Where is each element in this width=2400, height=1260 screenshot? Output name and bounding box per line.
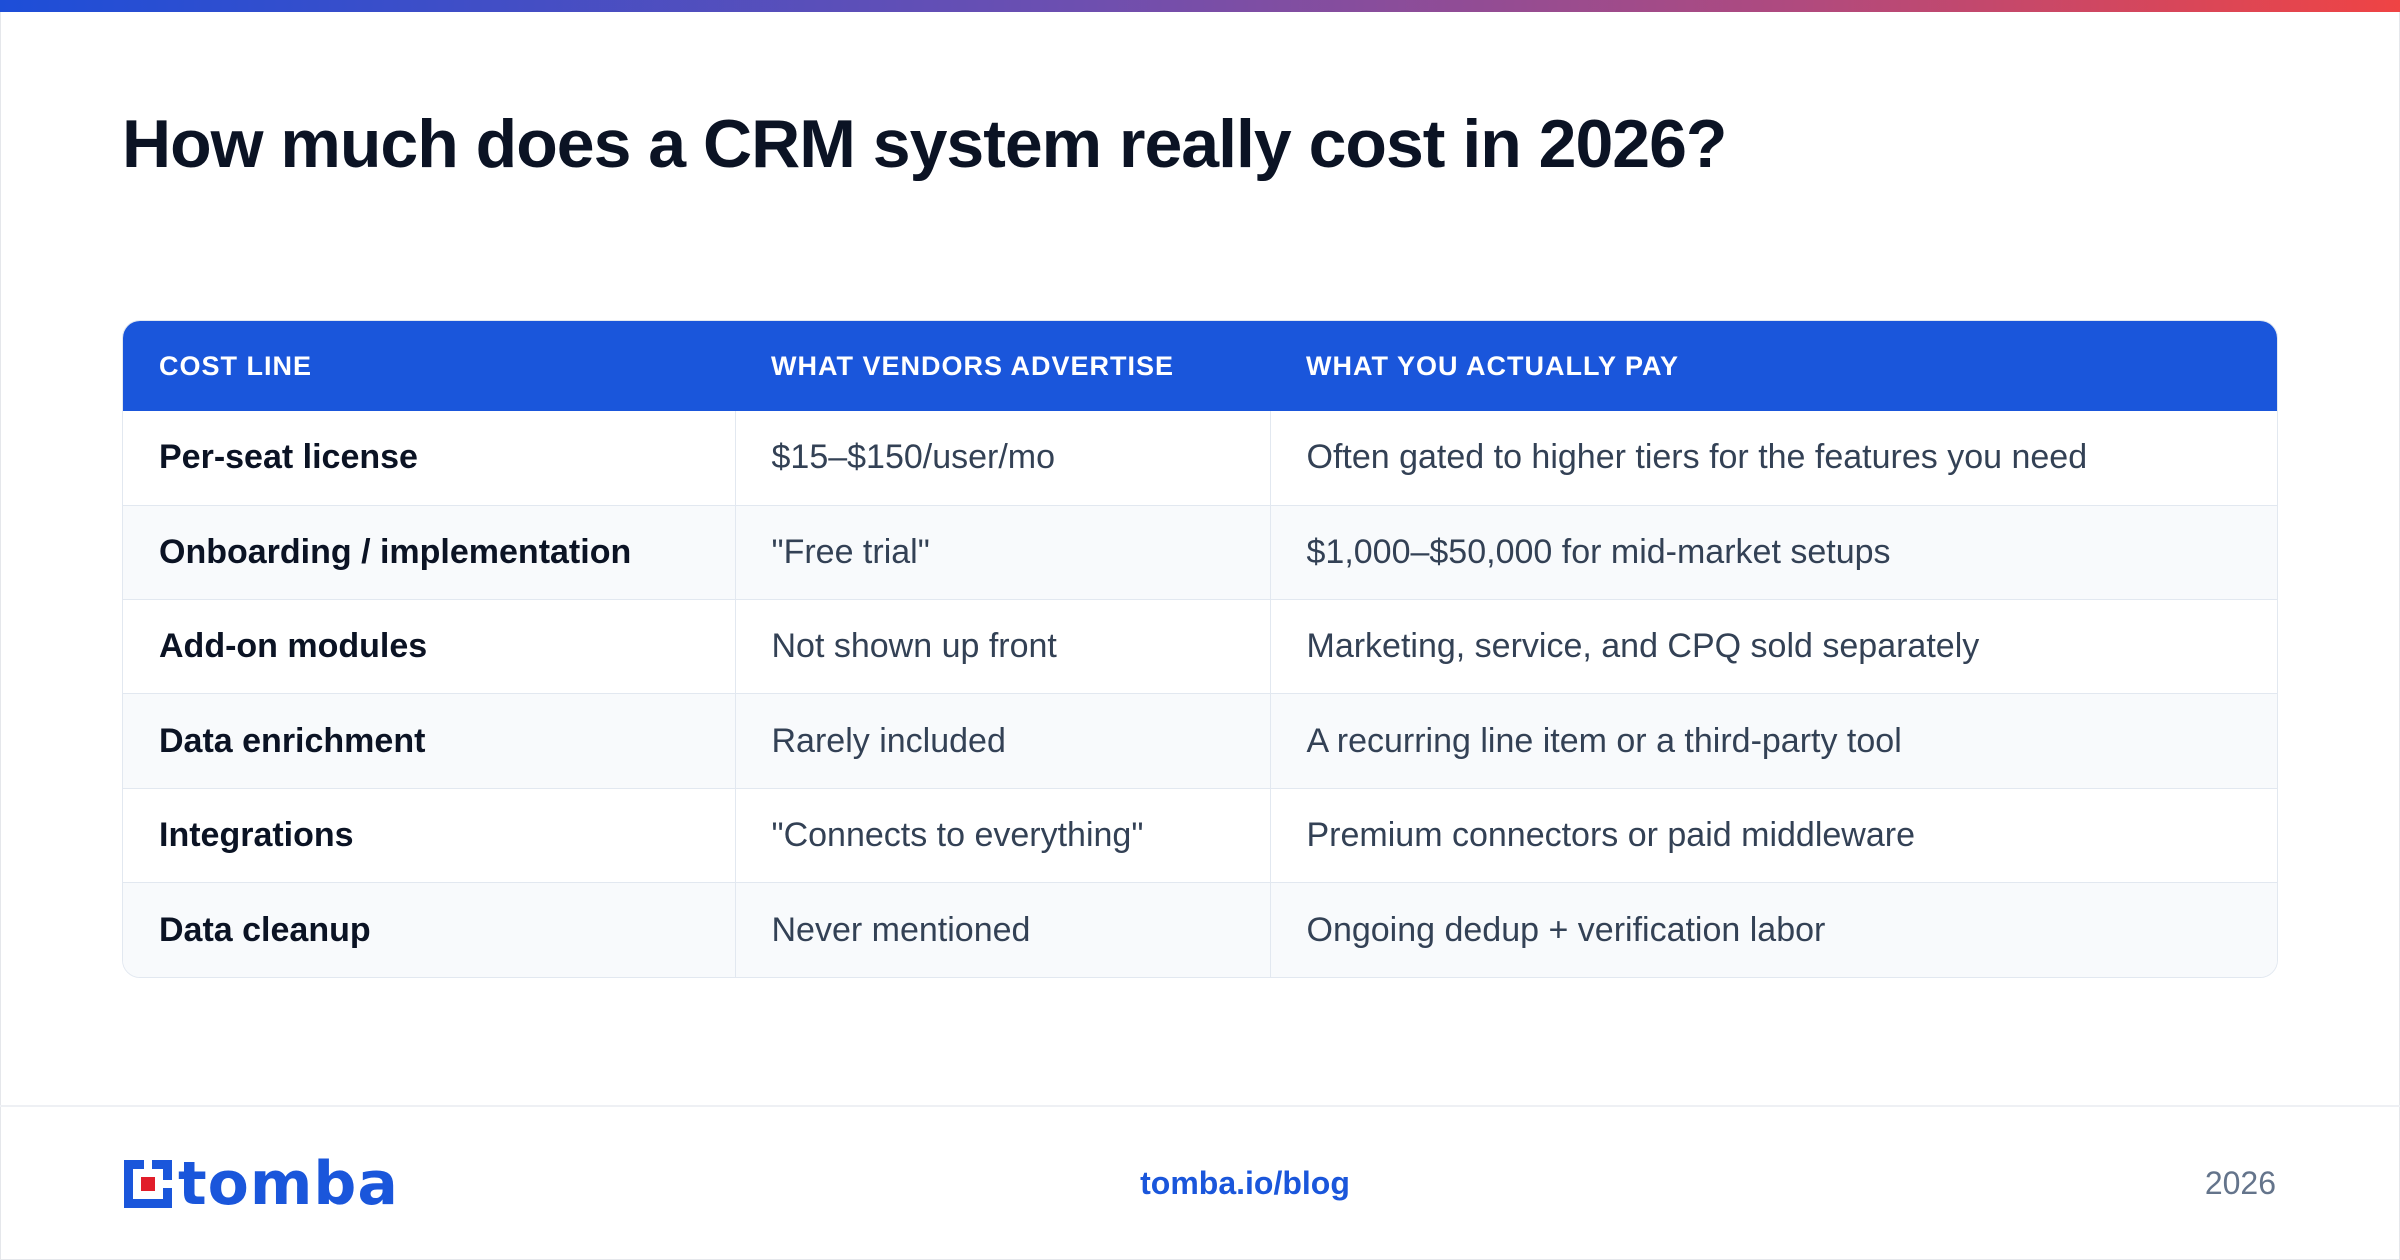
table-header-row: COST LINE WHAT VENDORS ADVERTISE WHAT YO… — [123, 321, 2277, 411]
header-vendors-advertise: WHAT VENDORS ADVERTISE — [771, 350, 1175, 381]
gradient-top-bar — [0, 0, 2400, 12]
actual-cost-cell: Marketing, service, and CPQ sold separat… — [1269, 599, 2277, 694]
actual-cost-cell: Ongoing dedup + verification labor — [1269, 882, 2277, 977]
advertised-cell: "Free trial" — [734, 504, 1270, 600]
actual-cost-cell: Often gated to higher tiers for the feat… — [1269, 411, 2277, 506]
table-row: Onboarding / implementation "Free trial"… — [123, 504, 2277, 600]
cost-comparison-table: COST LINE WHAT VENDORS ADVERTISE WHAT YO… — [122, 320, 2278, 978]
advertised-cell: Rarely included — [734, 693, 1270, 789]
advertised-cell: Not shown up front — [734, 599, 1270, 694]
actual-cost-cell: A recurring line item or a third-party t… — [1269, 693, 2277, 789]
cost-line-cell: Add-on modules — [123, 599, 735, 694]
header-cost-line: COST LINE — [159, 350, 313, 381]
footer-divider — [0, 1105, 2400, 1107]
cost-line-cell: Onboarding / implementation — [123, 504, 735, 600]
advertised-cell: Never mentioned — [734, 882, 1270, 977]
cost-line-cell: Data cleanup — [123, 882, 735, 977]
table-row: Integrations "Connects to everything" Pr… — [123, 787, 2277, 883]
advertised-cell: $15–$150/user/mo — [734, 411, 1270, 506]
table-row: Data cleanup Never mentioned Ongoing ded… — [123, 882, 2277, 977]
table-row: Data enrichment Rarely included A recurr… — [123, 693, 2277, 789]
blog-link[interactable]: tomba.io/blog — [1140, 1165, 1350, 1201]
page-title: How much does a CRM system really cost i… — [122, 106, 1727, 182]
tomba-logo-icon — [124, 1160, 172, 1208]
actual-cost-cell: Premium connectors or paid middleware — [1269, 787, 2277, 883]
advertised-cell: "Connects to everything" — [734, 787, 1270, 883]
brand-logo[interactable]: tomba — [122, 1149, 399, 1219]
footer-year: 2026 — [2204, 1165, 2276, 1201]
table-row: Add-on modules Not shown up front Market… — [123, 599, 2277, 694]
header-actually-pay: WHAT YOU ACTUALLY PAY — [1306, 350, 1680, 381]
table-row: Per-seat license $15–$150/user/mo Often … — [123, 411, 2277, 506]
cost-line-cell: Per-seat license — [159, 438, 418, 477]
cost-line-cell: Data enrichment — [123, 693, 735, 789]
cost-line-cell: Integrations — [123, 787, 735, 883]
actual-cost-cell: $1,000–$50,000 for mid-market setups — [1269, 504, 2277, 600]
brand-name: tomba — [178, 1149, 399, 1219]
